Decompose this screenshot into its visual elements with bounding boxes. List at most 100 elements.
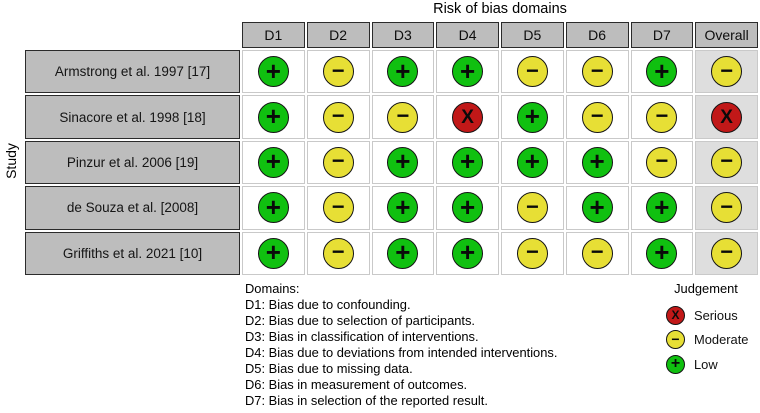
grid-cell-overall — [695, 50, 758, 94]
study-label: de Souza et al. [2008] — [25, 186, 240, 230]
judgement-circle — [322, 146, 354, 178]
judgement-circle — [711, 146, 743, 178]
traffic-light-grid: D1 D2 D3 D4 D5 D6 D7 Overall Armstrong e… — [25, 22, 758, 275]
judgement-circle — [452, 192, 484, 224]
domain-description-d6: D6: Bias in measurement of outcomes. — [245, 377, 468, 392]
study-label: Sinacore et al. 1998 [18] — [25, 95, 240, 139]
grid-cell — [565, 50, 629, 94]
legend-item-moderate: Moderate — [652, 328, 760, 353]
grid-cell — [501, 95, 564, 139]
grid-cell — [565, 95, 629, 139]
grid-cell — [630, 231, 694, 275]
grid-cell-overall — [695, 186, 758, 230]
low-icon — [666, 354, 685, 374]
domain-description-d2: D2: Bias due to selection of participant… — [245, 313, 476, 328]
grid-cell — [371, 50, 435, 94]
column-header-d2: D2 — [306, 22, 370, 48]
judgement-circle — [257, 56, 289, 88]
grid-cell — [436, 231, 499, 275]
judgement-circle — [646, 192, 678, 224]
domain-description-d1: D1: Bias due to confounding. — [245, 297, 411, 312]
grid-cell — [630, 140, 694, 185]
judgement-circle — [581, 146, 613, 178]
judgement-circle — [646, 146, 678, 178]
judgement-circle — [711, 56, 743, 88]
grid-cell — [371, 140, 435, 185]
judgement-circle — [322, 101, 354, 133]
judgement-circle — [452, 101, 484, 133]
domain-description-d3: D3: Bias in classification of interventi… — [245, 329, 479, 344]
judgement-legend: Judgement Serious Moderate Low — [652, 281, 760, 377]
grid-cell — [436, 50, 499, 94]
judgement-circle — [322, 56, 354, 88]
moderate-icon — [666, 330, 685, 350]
judgement-circle — [581, 56, 613, 88]
study-label: Armstrong et al. 1997 [17] — [25, 50, 240, 94]
grid-cell — [630, 95, 694, 139]
grid-cell — [371, 186, 435, 230]
judgement-circle — [581, 192, 613, 224]
judgement-circle — [322, 237, 354, 269]
judgement-circle — [711, 237, 743, 269]
legend-label: Serious — [694, 307, 738, 323]
grid-cell — [501, 50, 564, 94]
grid-cell — [565, 140, 629, 185]
corner-spacer — [25, 22, 240, 48]
judgement-circle — [581, 237, 613, 269]
domains-footnote: Domains: D1: Bias due to confounding. D2… — [245, 281, 557, 409]
judgement-circle — [387, 237, 419, 269]
domain-description-d7: D7: Bias in selection of the reported re… — [245, 393, 488, 408]
grid-cell — [436, 186, 499, 230]
judgement-circle — [516, 56, 548, 88]
column-header-overall: Overall — [695, 22, 758, 48]
judgement-circle — [646, 56, 678, 88]
judgement-circle — [581, 101, 613, 133]
grid-cell — [436, 140, 499, 185]
grid-cell — [306, 50, 370, 94]
judgement-circle — [452, 237, 484, 269]
grid-cell — [306, 186, 370, 230]
grid-cell — [242, 140, 305, 185]
grid-cell — [501, 186, 564, 230]
judgement-circle — [711, 101, 743, 133]
legend-title: Judgement — [674, 281, 738, 296]
legend-item-low: Low — [652, 352, 760, 377]
grid-cell — [242, 50, 305, 94]
column-header-d5: D5 — [501, 22, 564, 48]
serious-icon — [666, 305, 685, 325]
judgement-circle — [387, 101, 419, 133]
legend-item-serious: Serious — [652, 303, 760, 328]
study-label: Griffiths et al. 2021 [10] — [25, 231, 240, 275]
judgement-circle — [387, 146, 419, 178]
grid-cell-overall — [695, 140, 758, 185]
judgement-circle — [257, 237, 289, 269]
judgement-circle — [387, 192, 419, 224]
judgement-circle — [516, 146, 548, 178]
judgement-circle — [257, 101, 289, 133]
judgement-circle — [516, 237, 548, 269]
judgement-circle — [322, 192, 354, 224]
grid-cell — [371, 95, 435, 139]
grid-cell — [242, 95, 305, 139]
grid-cell — [306, 231, 370, 275]
grid-cell — [565, 186, 629, 230]
grid-cell-overall — [695, 95, 758, 139]
grid-cell — [371, 231, 435, 275]
judgement-circle — [452, 56, 484, 88]
grid-cell — [501, 231, 564, 275]
domain-description-d5: D5: Bias due to missing data. — [245, 361, 413, 376]
legend-label: Low — [694, 356, 718, 372]
grid-cell — [306, 140, 370, 185]
plot-title: Risk of bias domains — [433, 1, 567, 17]
judgement-circle — [711, 192, 743, 224]
domains-heading: Domains: — [245, 281, 300, 296]
judgement-circle — [646, 101, 678, 133]
study-label: Pinzur et al. 2006 [19] — [25, 140, 240, 185]
grid-cell — [501, 140, 564, 185]
column-header-d1: D1 — [242, 22, 305, 48]
grid-cell — [242, 186, 305, 230]
grid-cell — [565, 231, 629, 275]
column-header-d3: D3 — [371, 22, 435, 48]
judgement-circle — [387, 56, 419, 88]
grid-cell — [436, 95, 499, 139]
